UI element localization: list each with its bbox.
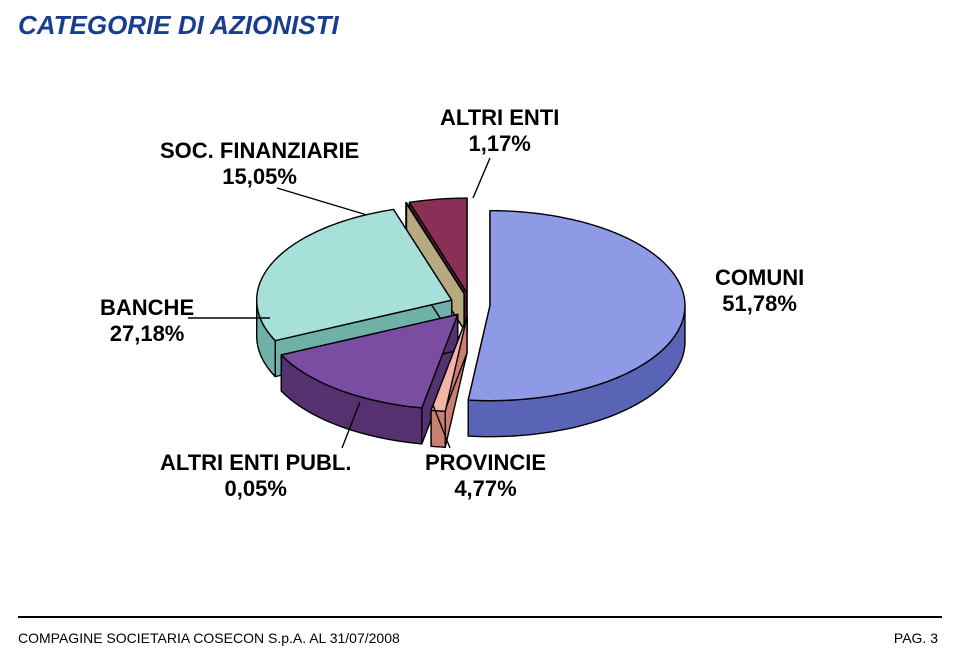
slice-label: SOC. FINANZIARIE15,05% — [160, 138, 359, 191]
slice-percent: 0,05% — [160, 476, 351, 502]
footer-rule — [18, 616, 942, 618]
slice-name: ALTRI ENTI — [440, 105, 559, 131]
slice-name: BANCHE — [100, 295, 194, 321]
slice-label: ALTRI ENTI1,17% — [440, 105, 559, 158]
slice-label: COMUNI51,78% — [715, 265, 804, 318]
slice-label: PROVINCIE4,77% — [425, 450, 546, 503]
slice-percent: 1,17% — [440, 131, 559, 157]
page: { "title": { "text": "CATEGORIE DI AZION… — [0, 0, 960, 666]
slice-name: ALTRI ENTI PUBL. — [160, 450, 351, 476]
pie-chart: COMUNI51,78% ALTRI ENTI1,17% SOC. FINANZIA… — [80, 70, 880, 540]
slice-label: BANCHE27,18% — [100, 295, 194, 348]
slice-name: PROVINCIE — [425, 450, 546, 476]
slice-percent: 27,18% — [100, 321, 194, 347]
slice-label: ALTRI ENTI PUBL.0,05% — [160, 450, 351, 503]
slice-percent: 4,77% — [425, 476, 546, 502]
slice-name: SOC. FINANZIARIE — [160, 138, 359, 164]
slice-percent: 15,05% — [160, 164, 359, 190]
footer-left-text: COMPAGINE SOCIETARIA COSECON S.p.A. AL 3… — [18, 630, 400, 646]
slice-name: COMUNI — [715, 265, 804, 291]
slice-percent: 51,78% — [715, 291, 804, 317]
page-title: CATEGORIE DI AZIONISTI — [18, 10, 339, 41]
footer-right-text: PAG. 3 — [894, 630, 938, 646]
